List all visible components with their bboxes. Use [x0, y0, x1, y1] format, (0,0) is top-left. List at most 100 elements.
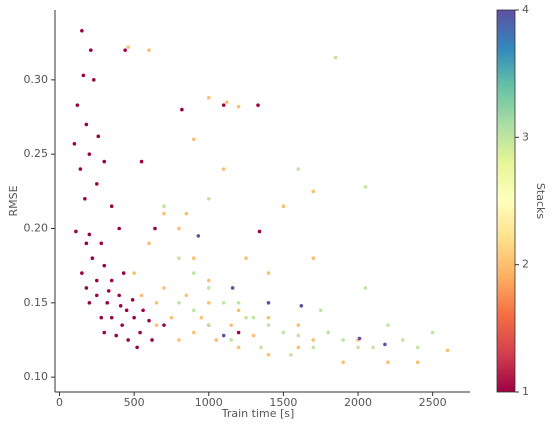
point	[130, 298, 135, 302]
point	[296, 333, 301, 338]
point	[102, 330, 107, 335]
point	[72, 141, 77, 146]
point	[106, 289, 111, 293]
point	[221, 103, 226, 107]
point	[257, 229, 262, 234]
x-axis-label: Train time [s]	[221, 407, 295, 420]
point	[192, 330, 196, 335]
point	[341, 360, 345, 365]
point	[109, 278, 114, 283]
point	[281, 204, 286, 209]
point	[236, 330, 241, 335]
point	[259, 345, 263, 350]
point	[256, 103, 260, 107]
point	[150, 338, 154, 342]
point	[401, 338, 405, 342]
point	[326, 330, 330, 335]
point	[132, 315, 136, 320]
point	[221, 333, 226, 338]
point	[296, 345, 301, 350]
point	[311, 345, 316, 350]
point	[83, 196, 87, 201]
point	[221, 167, 226, 171]
point	[363, 185, 368, 189]
point	[94, 293, 99, 298]
point	[177, 338, 181, 342]
point	[139, 159, 144, 164]
point	[135, 345, 139, 350]
point	[192, 256, 196, 261]
point	[357, 336, 362, 341]
point	[229, 323, 233, 327]
point	[109, 315, 114, 320]
point	[177, 226, 181, 231]
point	[162, 211, 166, 216]
point	[94, 182, 99, 186]
point	[244, 256, 248, 261]
point	[154, 301, 159, 305]
point	[192, 137, 196, 142]
point	[147, 48, 151, 52]
y-tick-label: 0.25	[24, 147, 49, 160]
point	[84, 122, 89, 127]
point	[99, 241, 104, 246]
y-tick-label: 0.20	[24, 221, 49, 234]
point	[289, 353, 293, 357]
point	[236, 345, 241, 350]
point	[102, 263, 107, 268]
point	[132, 271, 136, 275]
point	[126, 338, 130, 342]
point	[266, 315, 271, 320]
point	[78, 167, 83, 171]
point	[199, 315, 204, 320]
x-tick-label: 2500	[419, 396, 447, 409]
point	[206, 323, 211, 327]
point	[99, 315, 104, 320]
point	[333, 55, 338, 60]
point	[221, 301, 226, 305]
point	[117, 226, 121, 231]
point	[105, 301, 110, 305]
point	[445, 348, 450, 353]
point	[81, 73, 86, 78]
point	[206, 301, 211, 305]
y-axis-label: RMSE	[7, 185, 20, 216]
point	[139, 293, 144, 298]
point	[180, 107, 184, 112]
point	[371, 345, 375, 350]
point	[356, 345, 360, 350]
colorbar-tick-label: 3	[522, 130, 529, 143]
point	[162, 323, 166, 327]
point	[311, 338, 316, 342]
point	[224, 100, 229, 104]
point	[147, 318, 151, 323]
point	[192, 271, 196, 275]
point	[415, 360, 420, 365]
point	[266, 353, 271, 357]
point	[92, 78, 96, 82]
point	[386, 360, 390, 365]
point	[296, 167, 301, 171]
point	[206, 196, 211, 201]
point	[230, 286, 235, 290]
colorbar-tick-label: 4	[522, 3, 529, 16]
point	[109, 204, 114, 209]
point	[87, 232, 92, 237]
point	[120, 323, 124, 327]
point	[415, 345, 420, 350]
point	[266, 323, 271, 327]
point	[236, 104, 241, 109]
colorbar-tick-label: 1	[522, 385, 529, 398]
point	[206, 95, 211, 100]
point	[229, 338, 233, 342]
point	[177, 256, 181, 261]
point	[90, 256, 95, 261]
point	[87, 152, 92, 156]
point	[196, 234, 201, 238]
point	[341, 338, 345, 342]
point	[80, 29, 84, 33]
point	[126, 45, 130, 49]
point	[138, 330, 142, 335]
point	[184, 293, 189, 298]
point	[141, 308, 145, 313]
